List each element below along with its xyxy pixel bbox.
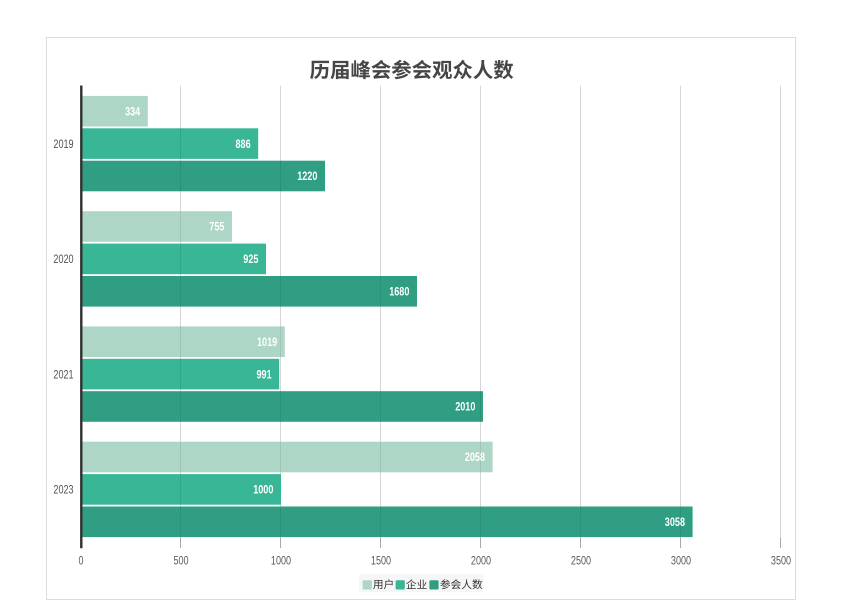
svg-text:1220: 1220 — [297, 171, 317, 183]
svg-text:755: 755 — [209, 222, 225, 234]
svg-text:2019: 2019 — [53, 139, 73, 151]
svg-text:2021: 2021 — [53, 369, 73, 381]
svg-text:1000: 1000 — [271, 555, 291, 567]
svg-text:2023: 2023 — [53, 485, 73, 497]
svg-text:1500: 1500 — [371, 555, 391, 567]
svg-text:0: 0 — [79, 555, 84, 567]
svg-text:991: 991 — [257, 369, 273, 381]
svg-text:3000: 3000 — [671, 555, 691, 567]
svg-text:334: 334 — [125, 106, 141, 118]
svg-text:3500: 3500 — [771, 555, 791, 567]
svg-text:886: 886 — [236, 139, 251, 151]
svg-text:1019: 1019 — [257, 337, 277, 349]
svg-text:2000: 2000 — [471, 555, 491, 567]
svg-text:1680: 1680 — [389, 287, 409, 299]
svg-text:500: 500 — [173, 555, 188, 567]
svg-text:3058: 3058 — [665, 517, 686, 529]
svg-text:1000: 1000 — [253, 485, 273, 497]
svg-text:2010: 2010 — [455, 402, 475, 414]
svg-text:2500: 2500 — [571, 555, 591, 567]
svg-text:2058: 2058 — [465, 452, 486, 464]
svg-text:2020: 2020 — [53, 254, 73, 266]
svg-text:925: 925 — [243, 254, 259, 266]
